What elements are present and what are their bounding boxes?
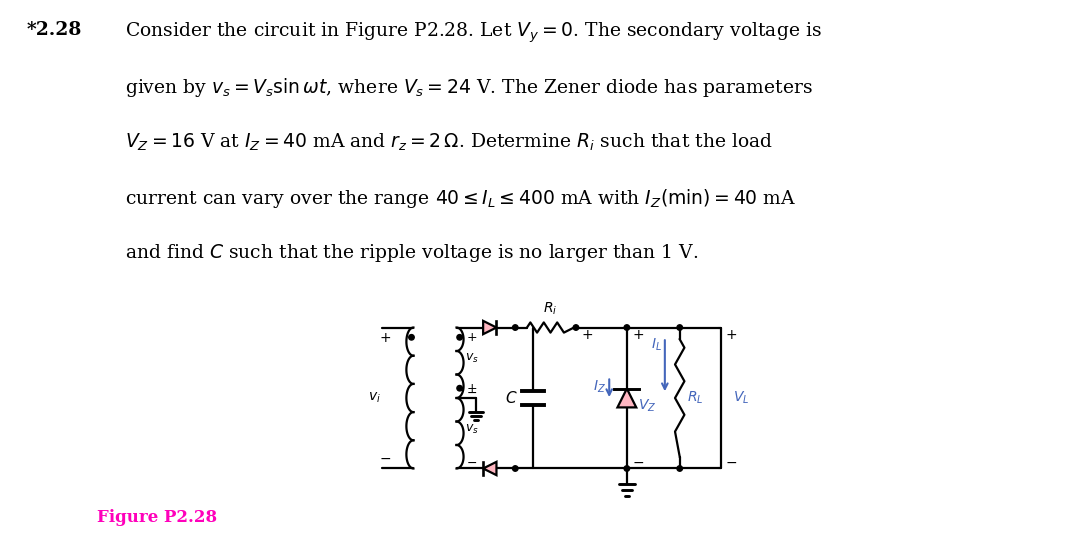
- Circle shape: [408, 335, 414, 340]
- Circle shape: [457, 386, 462, 391]
- Text: Consider the circuit in Figure P2.28. Let $V_y = 0$. The secondary voltage is: Consider the circuit in Figure P2.28. Le…: [125, 21, 821, 45]
- Circle shape: [573, 325, 578, 330]
- Text: $v_s$: $v_s$: [465, 352, 479, 365]
- Text: $+$: $+$: [467, 331, 478, 344]
- Text: $+$: $+$: [725, 327, 736, 342]
- Text: and find $C$ such that the ripple voltage is no larger than 1 V.: and find $C$ such that the ripple voltag…: [125, 242, 699, 264]
- Text: $v_s$: $v_s$: [465, 423, 479, 436]
- Text: $+$: $+$: [467, 382, 478, 395]
- Text: given by $v_s = V_s\sin\omega t$, where $V_s = 24$ V. The Zener diode has parame: given by $v_s = V_s\sin\omega t$, where …: [125, 76, 812, 99]
- Text: $-$: $-$: [467, 386, 478, 399]
- Circle shape: [624, 466, 629, 471]
- Text: $-$: $-$: [379, 451, 391, 465]
- Text: *2.28: *2.28: [27, 21, 82, 39]
- Circle shape: [457, 335, 462, 340]
- Circle shape: [624, 325, 629, 330]
- Text: $+$: $+$: [379, 332, 391, 345]
- Text: $+$: $+$: [631, 327, 643, 342]
- Polygon shape: [617, 389, 636, 407]
- Circle shape: [677, 466, 682, 471]
- Text: $-$: $-$: [467, 456, 478, 469]
- Circle shape: [512, 466, 518, 471]
- Text: $-$: $-$: [631, 454, 643, 468]
- Polygon shape: [483, 462, 496, 475]
- Text: $-$: $-$: [725, 454, 736, 468]
- Text: $I_L$: $I_L$: [651, 336, 662, 353]
- Text: $+$: $+$: [580, 327, 592, 342]
- Polygon shape: [483, 321, 496, 334]
- Circle shape: [512, 325, 518, 330]
- Text: current can vary over the range $40 \leq I_L \leq 400$ mA with $I_Z(\mathrm{min}: current can vary over the range $40 \leq…: [125, 187, 796, 210]
- Text: $V_Z$: $V_Z$: [638, 398, 656, 414]
- Text: $v_i$: $v_i$: [368, 391, 381, 405]
- Text: $I_Z$: $I_Z$: [593, 379, 606, 395]
- Text: $R_L$: $R_L$: [687, 390, 703, 406]
- Text: $R_i$: $R_i$: [544, 300, 558, 317]
- Text: Figure P2.28: Figure P2.28: [97, 509, 218, 527]
- Text: $C$: $C$: [506, 390, 518, 406]
- Text: $V_Z = 16$ V at $I_Z = 40$ mA and $r_z = 2\,\Omega$. Determine $R_i$ such that t: $V_Z = 16$ V at $I_Z = 40$ mA and $r_z =…: [125, 131, 772, 153]
- Circle shape: [677, 325, 682, 330]
- Text: $V_L$: $V_L$: [732, 390, 749, 406]
